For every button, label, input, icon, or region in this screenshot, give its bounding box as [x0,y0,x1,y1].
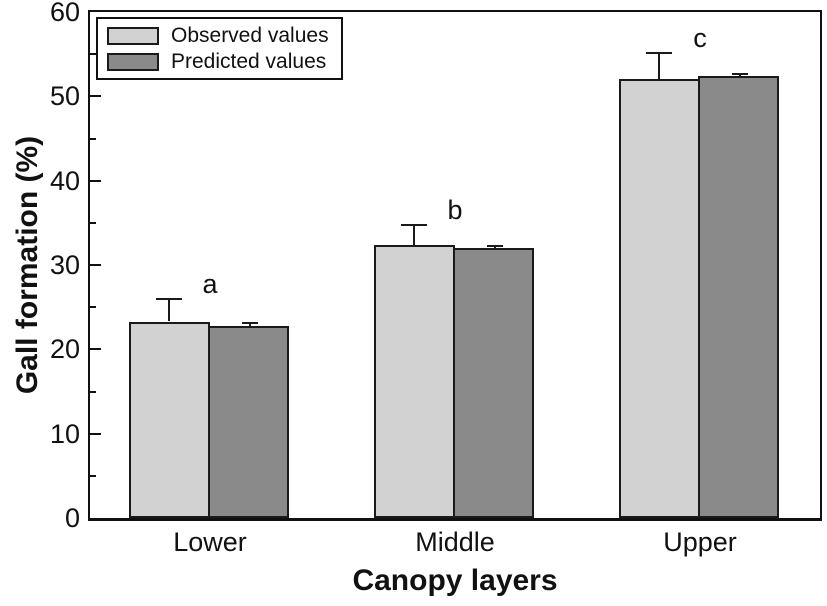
legend-label-predicted: Predicted values [171,50,327,73]
y-axis-title: Gall formation (%) [11,135,44,395]
error-cap-predicted-upper [732,72,748,75]
category-label-upper: Upper [663,527,737,557]
error-cap-observed-upper [646,52,672,55]
legend-box: Observed values Predicted values [96,17,343,80]
ytick-major-30 [90,264,101,266]
ytick-major-10 [90,432,101,435]
error-bar-predicted-lower [249,323,251,326]
ytick-label-10: 10 [49,418,80,449]
bar-observed-lower [129,321,210,518]
x-axis-line [88,518,822,521]
error-bar-observed-middle [413,224,415,245]
ytick-label-0: 0 [64,503,80,533]
ytick-label-30: 30 [49,250,80,280]
error-bar-observed-lower [168,298,170,322]
ytick-label-60: 60 [49,0,80,27]
ytick-minor-45 [90,137,96,140]
ytick-label-50: 50 [49,81,80,112]
bar-observed-middle [374,244,455,518]
legend-swatch-predicted [107,52,159,71]
error-bar-predicted-upper [739,73,741,77]
ytick-major-50 [90,95,101,98]
ytick-major-40 [90,179,101,182]
x-axis-title: Canopy layers [352,564,558,597]
ytick-major-20 [90,348,101,351]
significance-letter-c: c [693,23,707,54]
bar-predicted-upper [698,76,779,518]
error-bar-observed-upper [658,53,660,80]
significance-letter-b: b [447,194,463,225]
error-cap-predicted-lower [242,322,258,325]
error-cap-predicted-middle [487,244,503,247]
legend-item-observed: Observed values [107,23,329,48]
error-cap-observed-middle [401,223,427,226]
error-bar-predicted-middle [494,245,496,249]
ytick-minor-25 [90,306,96,309]
ytick-minor-15 [90,390,96,393]
ytick-minor-35 [90,221,96,224]
ytick-minor-5 [90,474,96,477]
legend-swatch-observed [107,26,159,45]
bar-predicted-middle [453,248,534,518]
ytick-minor-55 [90,53,96,56]
legend-item-predicted: Predicted values [107,49,329,74]
ytick-label-20: 20 [49,334,80,365]
bar-observed-upper [619,79,700,518]
category-label-lower: Lower [173,527,247,557]
bar-predicted-lower [208,325,289,518]
ytick-label-40: 40 [49,165,80,196]
legend-label-observed: Observed values [171,24,329,47]
category-label-middle: Middle [415,527,495,557]
significance-letter-a: a [202,268,218,299]
error-cap-observed-lower [156,297,182,300]
